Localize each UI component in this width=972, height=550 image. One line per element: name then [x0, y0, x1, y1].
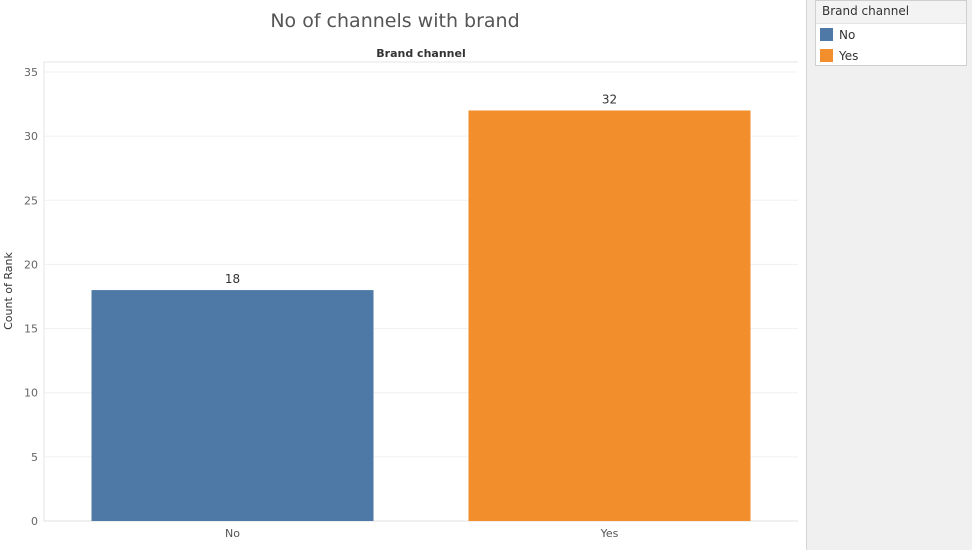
legend-swatch-yes	[820, 49, 833, 62]
y-tick-label: 0	[31, 515, 38, 528]
legend: Brand channel No Yes	[815, 0, 967, 66]
side-panel: Brand channel No Yes	[806, 0, 972, 550]
legend-label-no: No	[839, 27, 856, 42]
bar-chart: No of channels with brand Brand channel …	[2, 10, 798, 540]
column-header: Brand channel	[376, 47, 465, 60]
y-axis-label: Count of Rank	[2, 251, 15, 329]
y-tick-label: 10	[24, 387, 38, 400]
data-label-no: 18	[225, 272, 240, 286]
x-tick-label-yes: Yes	[600, 527, 619, 540]
y-tick-label: 5	[31, 451, 38, 464]
bar-yes[interactable]	[468, 110, 751, 521]
y-tick-label: 25	[24, 194, 38, 207]
legend-title: Brand channel	[816, 1, 966, 24]
y-tick-label: 30	[24, 130, 38, 143]
legend-item-no[interactable]: No	[816, 24, 966, 45]
y-tick-label: 20	[24, 258, 38, 271]
chart-title: No of channels with brand	[270, 10, 519, 32]
bar-no[interactable]	[91, 290, 374, 521]
y-tick-label: 15	[24, 323, 38, 336]
y-axis-ticks: 0 5 10 15 20 25 30 35	[24, 66, 38, 528]
bars	[91, 110, 751, 521]
legend-item-yes[interactable]: Yes	[816, 45, 966, 66]
y-tick-label: 35	[24, 66, 38, 79]
legend-label-yes: Yes	[839, 48, 859, 63]
x-axis-ticks: No Yes	[225, 527, 619, 540]
x-tick-label-no: No	[225, 527, 240, 540]
legend-swatch-no	[820, 28, 833, 41]
data-label-yes: 32	[602, 92, 617, 106]
